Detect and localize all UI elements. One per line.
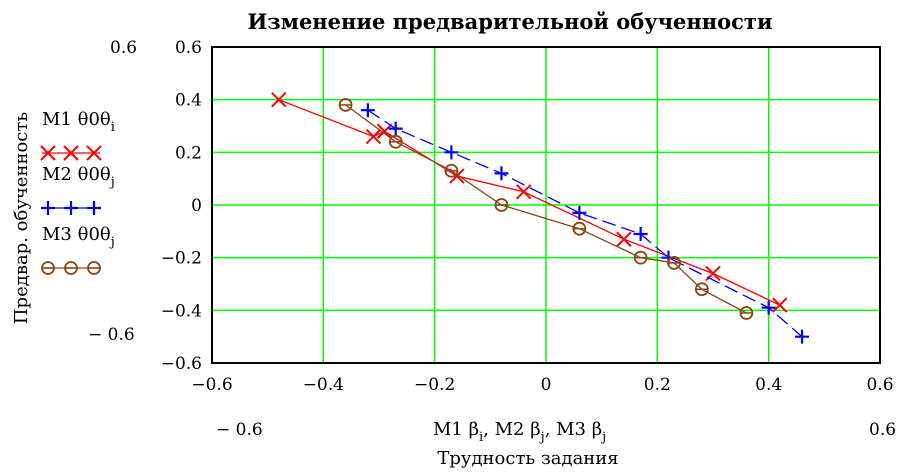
point-m1 [772,297,788,313]
point-m1 [705,265,721,282]
x-tick-labels: −0.6 −0.4 −0.2 0 0.2 0.4 0.6 [191,375,893,395]
legend-label-main: M3 θ0θ [42,224,111,245]
x-tick-label: 0.4 [755,375,782,395]
x-tick-label: 0 [541,375,552,395]
point-m1 [271,91,287,108]
x-tick-label: −0.4 [303,375,344,395]
y-tick-label: −0.4 [161,301,202,321]
grid [212,47,880,363]
series-line-m1 [278,99,781,306]
point-m1 [376,123,393,139]
legend-label-sub: i [111,120,115,135]
point-m1 [516,184,532,200]
legend-marker [63,145,79,161]
legend-label: M2 θ0θj [42,164,115,190]
legend-marker [41,201,55,215]
x-expr-part: , M3 β [545,419,602,440]
x-expr-part: M1 β [433,419,479,440]
x-range-right-label: 0.6 [869,420,896,440]
y-tick-label: 0 [191,196,202,216]
point-m1 [616,231,632,247]
point-m2 [494,166,509,181]
y-tick-label: 0.4 [175,91,202,111]
legend-marker [86,145,102,161]
x-axis-expression: M1 βi, M2 βj, M3 βj [433,419,606,445]
x-tick-label: 0.6 [866,375,893,395]
point-m2 [360,103,375,118]
point-m2 [388,121,403,136]
chart-title: Изменение предварительной обученности [247,9,772,34]
y-range-bottom-label: − 0.6 [88,325,135,345]
x-tick-label: −0.6 [191,375,232,395]
y-axis-label: Предвар. обученность [11,112,32,324]
point-m2 [795,329,810,344]
point-m2 [761,300,776,315]
y-tick-label: 0.6 [175,38,202,58]
point-m2 [633,226,648,241]
series-line-m2 [367,109,803,338]
y-tick-label: −0.6 [161,354,202,374]
legend-label-main: M2 θ0θ [42,164,111,185]
y-tick-label: 0.2 [175,143,202,163]
x-expr-sub: j [539,430,545,445]
y-tick-label: −0.2 [161,249,202,269]
x-expr-sub: i [479,430,483,445]
legend-label-sub: j [109,175,115,190]
legend-marker [87,201,101,215]
x-range-left-label: − 0.6 [216,420,263,440]
x-expr-sub: j [600,430,606,445]
point-m1 [365,128,382,145]
plot-frame [211,46,881,364]
point-m2 [572,205,587,220]
point-m2 [444,145,459,160]
series-layer [271,91,810,344]
legend-label: M3 θ0θj [42,224,115,250]
y-range-top-label: 0.6 [110,38,137,58]
x-tick-label: −0.2 [414,375,455,395]
legend-marker [40,145,56,161]
legend-label: M1 θ0θi [42,109,115,135]
x-tick-label: 0.2 [644,375,671,395]
legend-label-main: M1 θ0θ [42,109,111,130]
legend-label-sub: j [109,235,115,250]
x-axis-label: Трудность задания [437,448,618,469]
x-expr-part: , M2 β [483,419,540,440]
legend-marker [64,201,78,215]
y-tick-labels: 0.6 0.4 0.2 0 −0.2 −0.4 −0.6 [161,38,202,374]
